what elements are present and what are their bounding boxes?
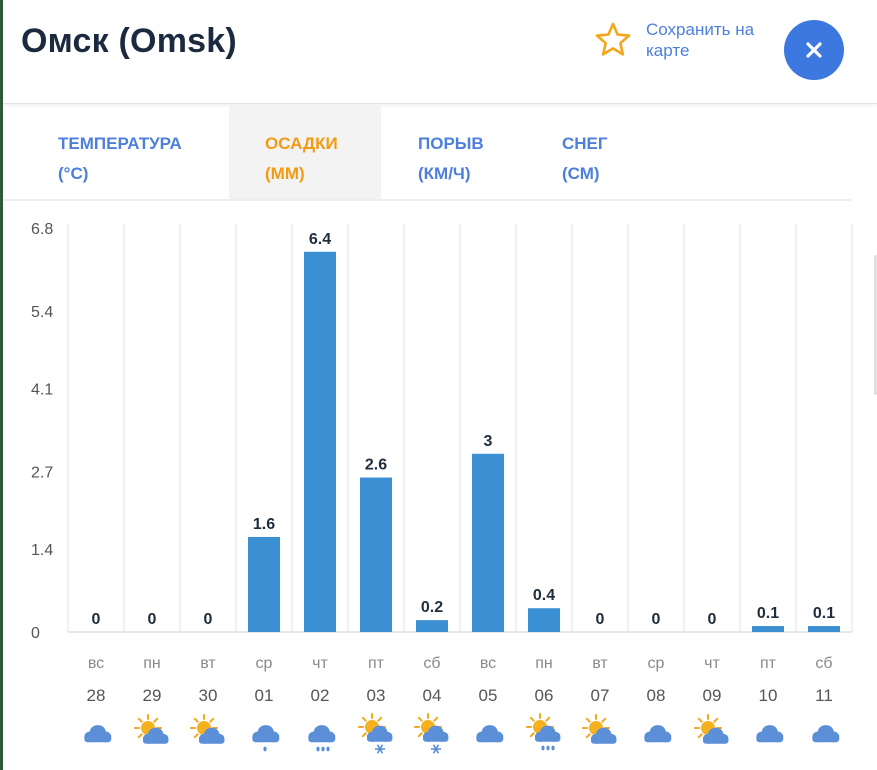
weekday-label: пн	[535, 655, 553, 672]
precipitation-bar	[752, 626, 784, 632]
sun-snow-icon	[414, 713, 449, 754]
bar-value-label: 0	[708, 611, 717, 628]
weekday-label: ср	[648, 655, 665, 672]
tab-label: СНЕГ	[562, 134, 608, 153]
save-on-map-button[interactable]: Сохранить на карте	[593, 18, 773, 62]
metric-tabs: ТЕМПЕРАТУРА (°C) ОСАДКИ (ММ) ПОРЫВ (КМ/Ч…	[3, 105, 851, 201]
sun-rain-icon	[526, 713, 561, 751]
close-button[interactable]	[784, 20, 844, 80]
weekday-label: вс	[88, 655, 104, 672]
precipitation-bar	[808, 626, 840, 632]
precipitation-bar	[248, 536, 280, 632]
cloud-rain-icon	[308, 725, 336, 752]
bar-value-label: 6.4	[309, 231, 331, 248]
partly-sunny-icon	[582, 714, 617, 744]
weekday-label: пн	[143, 655, 161, 672]
date-label: 09	[703, 686, 722, 705]
precipitation-bar	[416, 620, 448, 632]
panel-header: Омск (Omsk) Сохранить на карте	[3, 0, 877, 104]
date-label: 08	[647, 686, 666, 705]
y-tick-label: 6.8	[31, 221, 53, 238]
weekday-label: сб	[815, 655, 832, 672]
cloud-icon	[644, 725, 672, 743]
y-tick-label: 4.1	[31, 381, 53, 398]
date-label: 10	[759, 686, 778, 705]
y-tick-label: 1.4	[31, 542, 53, 559]
weather-panel: Омск (Omsk) Сохранить на карте ТЕМПЕРАТУ…	[3, 0, 877, 770]
bar-value-label: 0.2	[421, 599, 443, 616]
tab-unit: (СМ)	[562, 164, 600, 183]
partly-sunny-icon	[134, 714, 169, 744]
bar-value-label: 0.1	[813, 605, 835, 622]
star-outline-icon	[595, 22, 631, 56]
city-title: Омск (Omsk)	[21, 22, 237, 60]
tab-unit: (ММ)	[265, 164, 305, 183]
weekday-label: ср	[256, 655, 273, 672]
date-label: 02	[311, 686, 330, 705]
date-label: 28	[87, 686, 106, 705]
precipitation-chart: 01.42.74.15.46.80вс280пн290вт301.6ср016.…	[31, 221, 853, 754]
close-icon	[806, 42, 822, 58]
y-tick-label: 5.4	[31, 304, 53, 321]
bar-value-label: 0	[92, 611, 101, 628]
date-label: 04	[423, 686, 442, 705]
date-label: 01	[255, 686, 274, 705]
bar-value-label: 0	[652, 611, 661, 628]
weekday-label: сб	[423, 655, 440, 672]
weekday-label: вт	[200, 655, 216, 672]
precipitation-bar	[304, 251, 336, 632]
precipitation-bar	[472, 453, 504, 632]
date-label: 11	[815, 686, 833, 705]
tab-label: ПОРЫВ	[418, 134, 484, 153]
weekday-label: вт	[592, 655, 608, 672]
save-on-map-label: Сохранить на карте	[646, 20, 755, 60]
cloud-drizzle-icon	[252, 725, 280, 752]
date-label: 07	[591, 686, 610, 705]
date-label: 30	[199, 686, 218, 705]
tab-gust[interactable]: ПОРЫВ (КМ/Ч)	[381, 105, 526, 199]
bar-value-label: 0.4	[533, 587, 555, 604]
cloud-icon	[812, 725, 840, 743]
bar-value-label: 0	[596, 611, 605, 628]
weekday-label: пт	[368, 655, 385, 672]
tab-unit: (КМ/Ч)	[418, 164, 471, 183]
bar-value-label: 3	[484, 433, 493, 450]
weekday-label: вс	[480, 655, 496, 672]
partly-sunny-icon	[190, 714, 225, 744]
cloud-icon	[476, 725, 504, 743]
tab-label: ОСАДКИ	[265, 134, 338, 153]
y-tick-label: 2.7	[31, 465, 53, 482]
cloud-icon	[756, 725, 784, 743]
date-label: 05	[479, 686, 498, 705]
precipitation-bar	[528, 608, 560, 632]
sun-snow-icon	[358, 713, 393, 754]
partly-sunny-icon	[694, 714, 729, 744]
date-label: 03	[367, 686, 386, 705]
y-tick-label: 0	[31, 625, 40, 642]
weekday-label: пт	[760, 655, 777, 672]
weekday-label: чт	[704, 655, 720, 672]
bar-value-label: 0	[148, 611, 157, 628]
tab-temperature[interactable]: ТЕМПЕРАТУРА (°C)	[3, 105, 229, 199]
bar-value-label: 1.6	[253, 516, 275, 533]
cloud-icon	[84, 725, 112, 743]
scrollbar[interactable]	[874, 255, 877, 395]
date-label: 06	[535, 686, 554, 705]
precipitation-bar	[360, 477, 392, 632]
bar-value-label: 0.1	[757, 605, 779, 622]
tab-unit: (°C)	[58, 164, 89, 183]
tab-snow[interactable]: СНЕГ (СМ)	[526, 105, 676, 199]
weekday-label: чт	[312, 655, 328, 672]
bar-value-label: 0	[204, 611, 213, 628]
tab-precipitation[interactable]: ОСАДКИ (ММ)	[229, 105, 381, 199]
tab-label: ТЕМПЕРАТУРА	[58, 134, 182, 153]
date-label: 29	[143, 686, 162, 705]
bar-value-label: 2.6	[365, 457, 387, 474]
